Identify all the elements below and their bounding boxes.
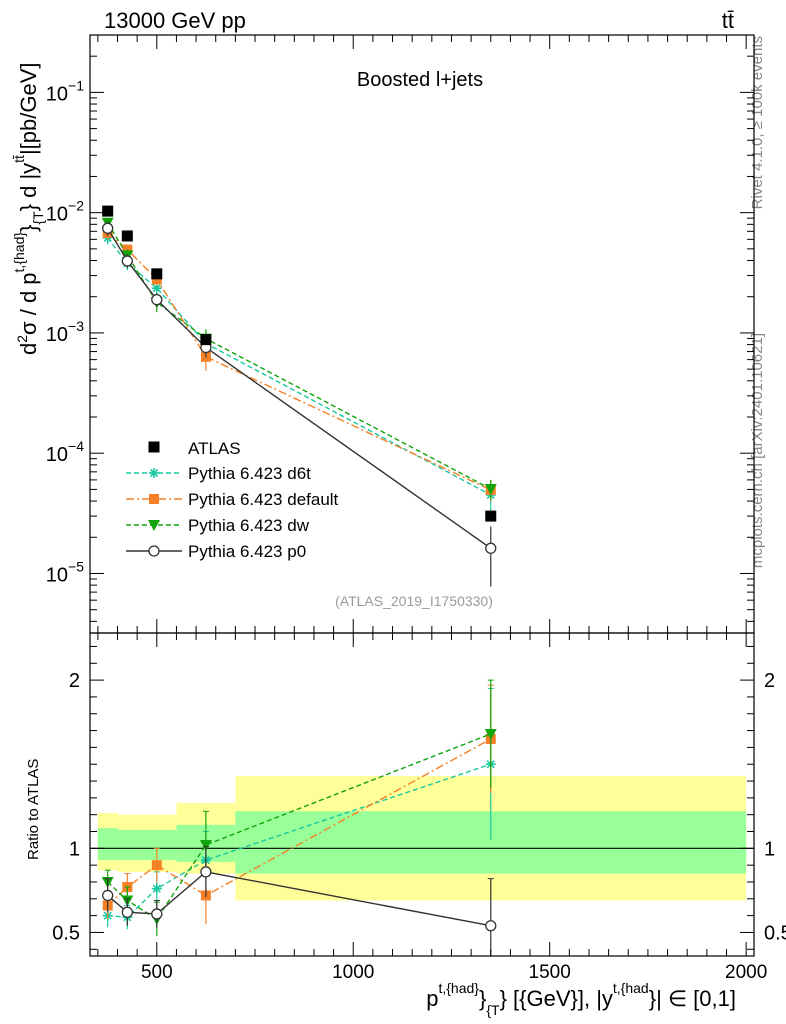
y-tick-label: 10−3 — [46, 318, 84, 346]
ratio-tick-label-left: 2 — [69, 670, 80, 692]
plot-title: Boosted l+jets — [357, 69, 483, 91]
ratio-tick-label-right: 2 — [764, 670, 775, 692]
y-tick-label: 10−2 — [46, 198, 84, 226]
series-point-ratio — [151, 860, 162, 871]
legend-label: Pythia 6.423 p0 — [188, 542, 306, 561]
series-point-main — [151, 274, 162, 285]
series-point-main — [151, 283, 162, 294]
legend-marker-shape — [149, 468, 159, 478]
series-point-ratio — [484, 728, 497, 740]
series-point-ratio-shape — [102, 889, 114, 902]
y-tick-label: 10−4 — [46, 438, 84, 466]
legend-label: Pythia 6.423 d6t — [188, 464, 311, 483]
series-line-ratio — [107, 733, 492, 920]
series-line-main — [107, 232, 492, 491]
atlas-data-point-shape — [485, 510, 497, 522]
ratio-tick-label-left: 0.5 — [52, 922, 80, 944]
process-label: tt̄ — [722, 8, 734, 33]
atlas-data-point-shape — [151, 268, 163, 280]
y-axis-label: d2σ / d pt,{had}}{T} d |ytt̄|[pb/GeV] — [11, 63, 46, 356]
series-point-main-shape — [485, 542, 497, 554]
series-point-main-shape — [484, 483, 497, 495]
x-tick-label: 2000 — [725, 962, 767, 983]
series-point-main-shape — [121, 255, 133, 267]
legend-marker-atlas — [148, 441, 160, 453]
series-point-ratio-shape — [152, 884, 161, 893]
series-point-ratio-shape — [151, 908, 163, 920]
x-axis-label: pt,{had}}{T} [{GeV}], |yt,{had}| ∈ [0,1] — [426, 980, 736, 1018]
ratio-plot-panel: 0.5 0.5 1 1 2 2 — [52, 632, 786, 957]
series-point-main — [102, 222, 114, 234]
legend-marker-shape — [148, 520, 160, 531]
atlas-data-point — [151, 268, 163, 280]
series-point-main-shape — [151, 294, 163, 306]
uncertainty-band-inner — [117, 829, 138, 861]
uncertainty-band-inner — [97, 828, 118, 861]
legend-marker — [149, 494, 159, 504]
legend-marker-shape — [148, 545, 160, 557]
atlas-data-point — [102, 205, 114, 217]
series-line-ratio — [107, 738, 492, 907]
legend-label: Pythia 6.423 dw — [188, 516, 310, 535]
series-point-main — [485, 542, 497, 554]
ratio-frame — [89, 632, 755, 957]
x-tick-label: 1500 — [529, 962, 571, 983]
ratio-tick-label-right: 0.5 — [764, 922, 786, 944]
series-point-main-shape — [152, 284, 161, 293]
analysis-id-label: (ATLAS_2019_I1750330) — [335, 593, 493, 609]
series-point-main — [484, 483, 497, 495]
series-line-main — [107, 237, 492, 496]
collision-energy-label: 13000 GeV pp — [104, 8, 246, 33]
y-tick-label: 10−5 — [46, 558, 84, 586]
atlas-data-point-shape — [121, 230, 133, 242]
legend-label: Pythia 6.423 default — [188, 490, 339, 509]
series-line-main — [107, 222, 492, 490]
atlas-data-point-shape — [200, 334, 212, 346]
series-point-main-shape — [151, 274, 162, 285]
legend-marker-atlas-shape — [148, 441, 160, 453]
ratio-tick-label-left: 1 — [69, 838, 80, 860]
series-point-main — [121, 255, 133, 267]
legend-marker — [148, 545, 160, 557]
series-point-ratio — [102, 889, 114, 902]
ratio-tick-label-right: 1 — [764, 838, 775, 860]
legend-marker — [149, 468, 159, 478]
series-point-ratio — [151, 908, 163, 920]
series-point-main-shape — [102, 222, 114, 234]
series-point-ratio-shape — [200, 866, 212, 878]
ratio-y-axis-label: Ratio to ATLAS — [25, 759, 42, 860]
series-point-ratio-shape — [151, 860, 162, 871]
atlas-data-point — [121, 230, 133, 242]
mcplots-label: mcplots.cern.ch [arXiv:2401.10621] — [749, 333, 766, 568]
series-point-ratio-shape — [199, 839, 212, 851]
y-tick-label: 10−1 — [46, 77, 84, 105]
atlas-data-point — [485, 510, 497, 522]
series-point-ratio-shape — [485, 920, 497, 932]
series-point-ratio-shape — [484, 728, 497, 740]
rivet-version-label: Rivet 4.1.0, ≥ 100k events — [749, 36, 766, 209]
x-tick-label: 500 — [141, 962, 173, 983]
main-plot-panel: 10−5 10−4 10−3 10−2 10−1 — [46, 34, 755, 634]
series-point-ratio — [200, 866, 212, 878]
legend: ATLAS Pythia 6.423 d6t Pythia 6.423 defaul… — [126, 439, 339, 561]
legend-marker-shape — [149, 494, 159, 504]
series-point-ratio — [121, 906, 133, 918]
atlas-data-point — [200, 334, 212, 346]
legend-label-atlas: ATLAS — [188, 439, 241, 458]
series-point-ratio — [199, 839, 212, 851]
series-point-ratio-shape — [121, 906, 133, 918]
x-tick-label: 1000 — [332, 962, 374, 983]
series-point-main — [151, 294, 163, 306]
series-point-ratio — [151, 883, 162, 894]
series-point-ratio — [485, 920, 497, 932]
legend-marker — [148, 520, 160, 531]
atlas-data-point-shape — [102, 205, 114, 217]
